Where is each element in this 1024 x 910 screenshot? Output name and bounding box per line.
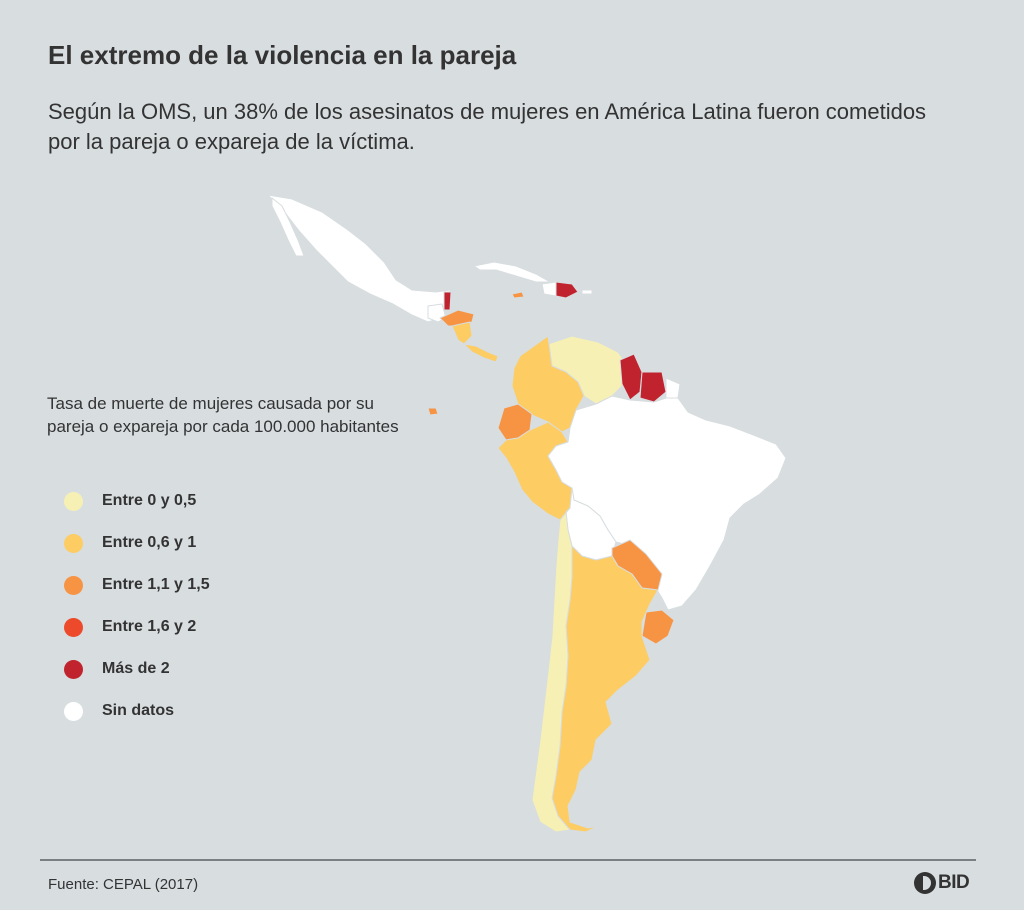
region-cuba <box>473 261 551 283</box>
legend-title: Tasa de muerte de mujeres causada por su… <box>47 394 399 436</box>
region-panama <box>463 343 499 363</box>
legend-label: Entre 0,6 y 1 <box>102 534 197 551</box>
legend-swatch <box>64 491 83 511</box>
legend-label: Entre 1,6 y 2 <box>102 618 197 635</box>
legend-label: Sin datos <box>102 702 175 719</box>
legend-swatch <box>64 701 83 721</box>
source-note: Fuente: CEPAL (2017) <box>48 876 199 893</box>
legend-item: Entre 0 y 0,5 <box>64 480 210 522</box>
region-haiti <box>541 281 557 297</box>
legend-label: Entre 1,1 y 1,5 <box>102 576 210 593</box>
region-uruguay <box>641 609 675 645</box>
region-mexico-baja <box>271 197 305 257</box>
region-belize <box>443 291 452 311</box>
region-brazil <box>547 395 787 611</box>
legend-item: Entre 1,6 y 2 <box>64 606 210 648</box>
map-subtitle: Según la OMS, un 38% de los asesinatos d… <box>48 99 927 154</box>
legend: Entre 0 y 0,5 Entre 0,6 y 1 Entre 1,1 y … <box>64 480 210 732</box>
legend-label: Entre 0 y 0,5 <box>102 492 197 509</box>
legend-item: Más de 2 <box>64 648 210 690</box>
region-jamaica <box>511 291 525 299</box>
region-french-guiana <box>665 377 681 399</box>
legend-swatch <box>64 575 83 595</box>
legend-swatch <box>64 617 83 637</box>
bid-logo-icon <box>914 872 936 894</box>
legend-item: Entre 0,6 y 1 <box>64 522 210 564</box>
region-puerto-rico <box>581 289 593 295</box>
region-nicaragua <box>451 321 473 345</box>
region-guyana <box>619 353 643 401</box>
legend-item: Sin datos <box>64 690 210 732</box>
bid-logo-text: BID <box>938 872 970 893</box>
footer-divider <box>40 859 976 861</box>
region-galapagos <box>427 407 439 416</box>
bid-logo: BID <box>914 872 970 894</box>
region-chile <box>531 507 573 833</box>
legend-swatch <box>64 659 83 679</box>
legend-swatch <box>64 533 83 553</box>
region-mexico <box>267 194 451 323</box>
legend-item: Entre 1,1 y 1,5 <box>64 564 210 606</box>
region-honduras <box>439 309 475 327</box>
region-suriname <box>639 371 667 403</box>
legend-label: Más de 2 <box>102 660 170 677</box>
region-dominican-republic <box>555 281 579 299</box>
map-title: El extremo de la violencia en la pareja <box>48 40 517 70</box>
